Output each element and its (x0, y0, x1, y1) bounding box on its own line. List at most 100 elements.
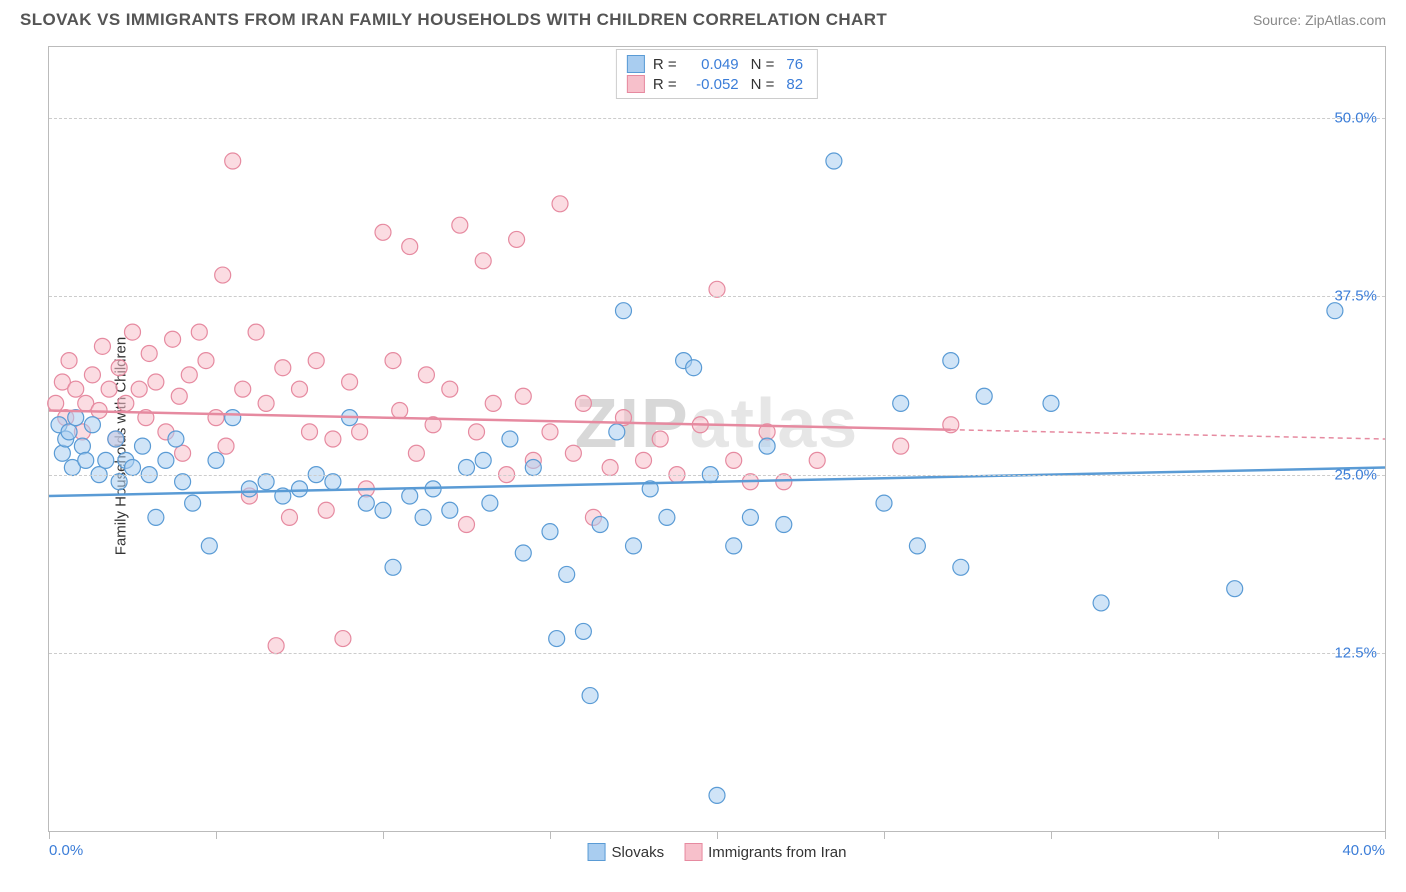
data-point (776, 517, 792, 533)
data-point (726, 538, 742, 554)
data-point (208, 452, 224, 468)
data-point (615, 303, 631, 319)
x-axis-min-label: 0.0% (49, 842, 83, 859)
data-point (198, 353, 214, 369)
data-point (442, 502, 458, 518)
data-point (602, 460, 618, 476)
data-point (292, 381, 308, 397)
data-point (742, 509, 758, 525)
grid-line (49, 118, 1385, 119)
data-point (549, 631, 565, 647)
data-point (459, 460, 475, 476)
data-point (101, 381, 117, 397)
data-point (68, 381, 84, 397)
data-point (181, 367, 197, 383)
data-point (709, 787, 725, 803)
x-tick (1385, 831, 1386, 839)
data-point (118, 395, 134, 411)
data-point (241, 481, 257, 497)
data-point (325, 431, 341, 447)
grid-line (49, 475, 1385, 476)
legend-row-series1: R = 0.049 N = 76 (627, 54, 807, 74)
swatch-series1-bottom (588, 843, 606, 861)
data-point (402, 488, 418, 504)
data-point (61, 353, 77, 369)
data-point (111, 360, 127, 376)
x-tick (383, 831, 384, 839)
data-point (459, 517, 475, 533)
data-point (469, 424, 485, 440)
data-point (418, 367, 434, 383)
data-point (352, 424, 368, 440)
data-point (1327, 303, 1343, 319)
data-point (292, 481, 308, 497)
data-point (475, 452, 491, 468)
data-point (148, 374, 164, 390)
data-point (385, 559, 401, 575)
data-point (1043, 395, 1059, 411)
data-point (268, 638, 284, 654)
data-point (318, 502, 334, 518)
data-point (325, 474, 341, 490)
x-tick (717, 831, 718, 839)
r-value-series1: 0.049 (689, 56, 739, 73)
trend-line (49, 410, 951, 429)
r-label: R = (653, 56, 677, 73)
y-tick-label: 50.0% (1334, 110, 1377, 127)
x-axis-max-label: 40.0% (1342, 842, 1385, 859)
n-value-series2: 82 (786, 76, 803, 93)
data-point (485, 395, 501, 411)
data-point (141, 345, 157, 361)
data-point (559, 566, 575, 582)
scatter-plot-svg (49, 47, 1385, 831)
data-point (582, 688, 598, 704)
data-point (515, 388, 531, 404)
data-point (148, 509, 164, 525)
legend-item-series1: Slovaks (588, 843, 665, 861)
data-point (54, 445, 70, 461)
data-point (809, 452, 825, 468)
data-point (552, 196, 568, 212)
data-point (542, 524, 558, 540)
swatch-series1 (627, 55, 645, 73)
data-point (976, 388, 992, 404)
data-point (402, 239, 418, 255)
data-point (659, 509, 675, 525)
r-value-series2: -0.052 (689, 76, 739, 93)
data-point (726, 452, 742, 468)
n-label: N = (751, 56, 775, 73)
chart-title: SLOVAK VS IMMIGRANTS FROM IRAN FAMILY HO… (20, 10, 887, 30)
x-tick (1051, 831, 1052, 839)
data-point (74, 438, 90, 454)
data-point (281, 509, 297, 525)
data-point (565, 445, 581, 461)
grid-line (49, 296, 1385, 297)
data-point (248, 324, 264, 340)
data-point (375, 502, 391, 518)
data-point (776, 474, 792, 490)
data-point (158, 452, 174, 468)
data-point (358, 495, 374, 511)
x-tick (216, 831, 217, 839)
chart-plot-area: ZIPatlas R = 0.049 N = 76 R = -0.052 N =… (48, 46, 1386, 832)
data-point (475, 253, 491, 269)
x-tick (884, 831, 885, 839)
data-point (235, 381, 251, 397)
data-point (108, 431, 124, 447)
y-tick-label: 25.0% (1334, 466, 1377, 483)
data-point (1227, 581, 1243, 597)
data-point (78, 452, 94, 468)
source-attribution: Source: ZipAtlas.com (1253, 12, 1386, 28)
data-point (225, 410, 241, 426)
data-point (542, 424, 558, 440)
data-point (709, 281, 725, 297)
data-point (375, 224, 391, 240)
n-value-series1: 76 (786, 56, 803, 73)
swatch-series2-bottom (684, 843, 702, 861)
data-point (94, 338, 110, 354)
data-point (408, 445, 424, 461)
trend-line-extrapolated (951, 430, 1385, 439)
data-point (686, 360, 702, 376)
legend-item-series2: Immigrants from Iran (684, 843, 846, 861)
r-label: R = (653, 76, 677, 93)
